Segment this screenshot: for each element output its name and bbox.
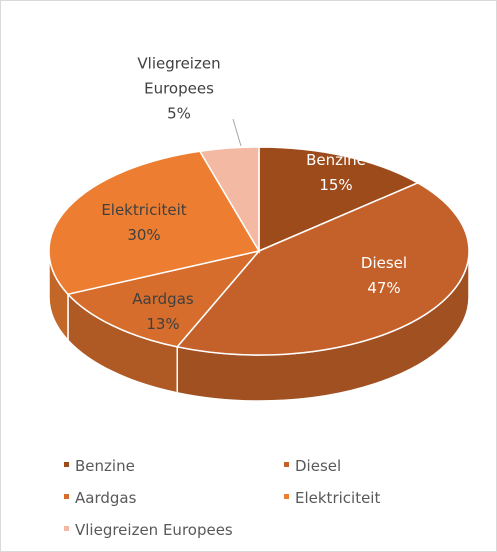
pie-area [48,118,470,402]
legend-label: Benzine [75,457,135,475]
leader-line [232,118,242,147]
slice [175,182,470,356]
label-value: 5% [167,104,191,123]
data-label: Aardgas 13% [93,287,233,337]
slice [198,146,260,254]
label-value: 30% [127,226,161,244]
legend-label: Vliegreizen Europees [75,521,233,539]
legend-swatch [64,526,69,531]
label-name: Aardgas [132,290,194,308]
label-value: 15% [319,176,353,194]
legend-item: Vliegreizen Europees [64,521,233,539]
legend-item: Aardgas [64,489,136,507]
legend-label: Aardgas [75,489,137,507]
label-name: Elektriciteit [101,201,187,219]
data-label: Elektriciteit 30% [74,198,214,248]
legend-swatch [64,494,69,499]
label-name: Vliegreizen Europees [137,54,221,98]
label-value: 13% [146,315,180,333]
data-label: Vliegreizen Europees 5% [124,52,234,127]
slice [66,249,262,348]
legend-item: Elektriciteit [284,489,380,507]
legend-item: Benzine [64,457,135,475]
label-name: Diesel [360,254,408,272]
slice [258,146,420,253]
slice [48,150,261,296]
data-label: Benzine 15% [266,148,406,198]
legend-swatch [284,462,289,467]
label-value: 47% [367,279,401,297]
legend-label: Elektriciteit [295,489,381,507]
legend-swatch [284,494,289,499]
label-name: Benzine [306,151,366,169]
legend-item: Diesel [284,457,341,475]
legend-label: Diesel [295,457,342,475]
legend-swatch [64,462,69,467]
data-label: Diesel 47% [314,251,454,301]
